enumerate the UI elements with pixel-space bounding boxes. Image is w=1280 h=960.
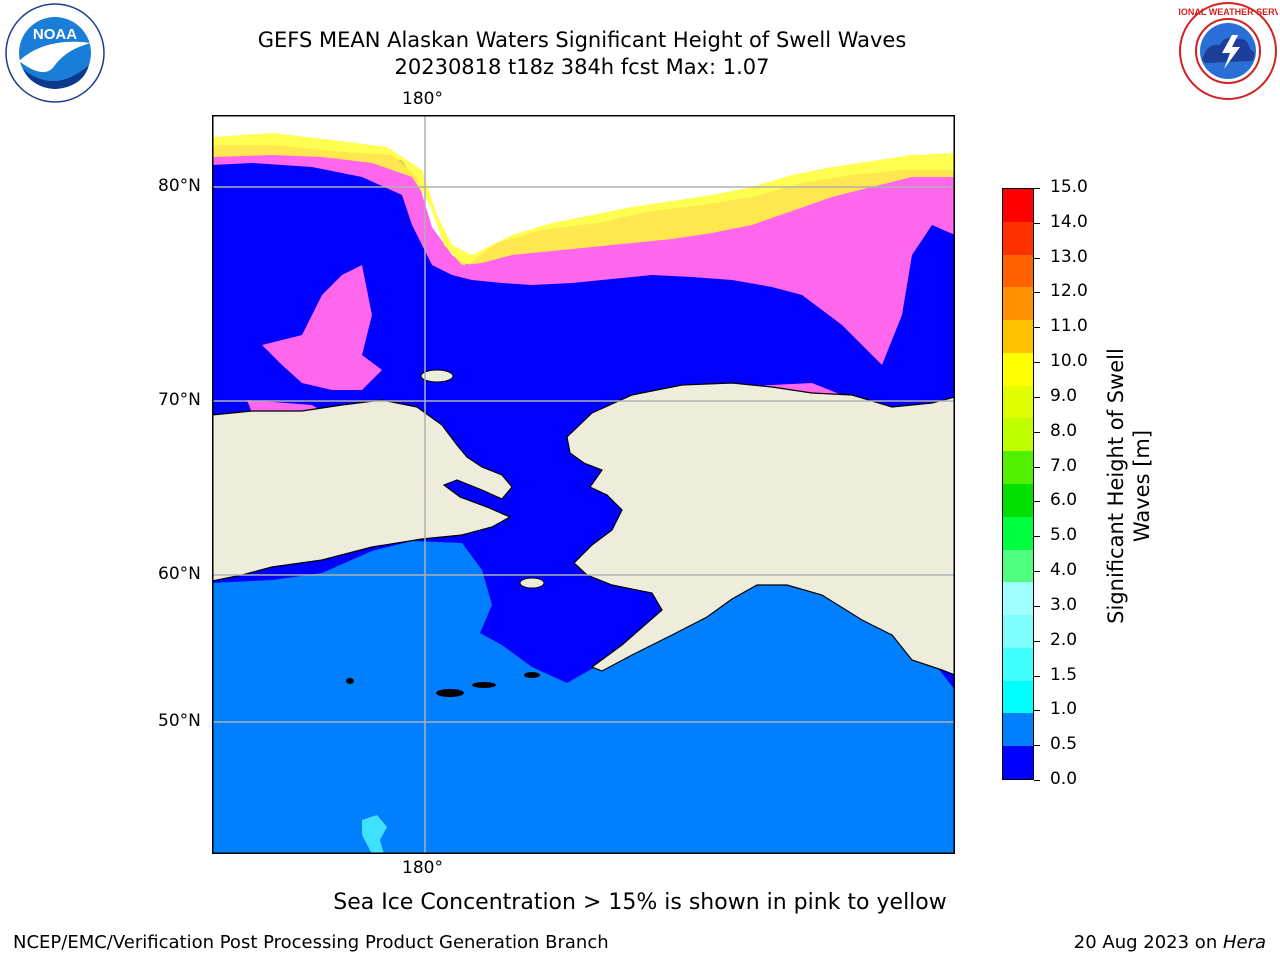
swell-cyan-patch bbox=[362, 815, 387, 854]
colorbar-segment bbox=[1003, 221, 1033, 255]
colorbar-tick-mark bbox=[1034, 780, 1040, 781]
colorbar-tick-label: 7.0 bbox=[1050, 455, 1078, 476]
footer-date: 20 Aug 2023 on Hera bbox=[1074, 932, 1266, 953]
colorbar-tick-mark bbox=[1034, 675, 1040, 677]
land-st-lawrence-island bbox=[519, 577, 545, 589]
colorbar-segment bbox=[1003, 385, 1033, 419]
colorbar-tick-mark bbox=[1034, 327, 1040, 329]
map-border bbox=[212, 115, 955, 854]
lat-label-70: 70°N bbox=[158, 390, 201, 410]
colorbar-segment bbox=[1003, 582, 1033, 616]
map-canvas bbox=[211, 115, 956, 854]
colorbar-tick-mark bbox=[1034, 745, 1040, 747]
colorbar-tick-label: 11.0 bbox=[1050, 316, 1088, 337]
lon-label-bottom: 180° bbox=[402, 858, 443, 878]
colorbar-tick-label: 14.0 bbox=[1050, 211, 1088, 232]
colorbar-tick-mark bbox=[1034, 501, 1040, 503]
colorbar-tick-label: 8.0 bbox=[1050, 420, 1078, 441]
land-aleutian-1 bbox=[346, 678, 354, 684]
colorbar-segment bbox=[1003, 352, 1033, 386]
colorbar-segment bbox=[1003, 516, 1033, 550]
land-wrangel-island bbox=[420, 369, 454, 383]
colorbar-tick-mark bbox=[1034, 536, 1040, 538]
land-aleutian-3 bbox=[472, 682, 496, 688]
footer-system: Hera bbox=[1222, 932, 1266, 953]
colorbar-tick-label: 4.0 bbox=[1050, 560, 1078, 581]
land-alaska bbox=[566, 382, 956, 676]
colorbar-tick-label: 10.0 bbox=[1050, 351, 1088, 372]
ocean-swell-mid bbox=[212, 541, 955, 854]
colorbar bbox=[1002, 188, 1034, 780]
land-siberia bbox=[211, 399, 513, 582]
noaa-logo-text: NOAA bbox=[33, 26, 77, 43]
colorbar-tick-mark bbox=[1034, 710, 1040, 712]
chart-subtitle: 20230818 t18z 384h fcst Max: 1.07 bbox=[394, 55, 770, 79]
lat-label-50: 50°N bbox=[158, 711, 201, 731]
colorbar-tick-label: 5.0 bbox=[1050, 525, 1078, 546]
colorbar-title-line2: Waves [m] bbox=[1130, 429, 1154, 543]
colorbar-tick-mark bbox=[1034, 257, 1040, 259]
lat-label-80: 80°N bbox=[158, 176, 201, 196]
colorbar-tick-label: 0.0 bbox=[1050, 769, 1078, 789]
colorbar-tick-mark bbox=[1034, 431, 1040, 433]
colorbar-segment bbox=[1003, 615, 1033, 648]
land-aleutian-4 bbox=[524, 672, 540, 678]
colorbar-tick-label: 3.0 bbox=[1050, 594, 1078, 615]
colorbar-tick-label: 13.0 bbox=[1050, 246, 1088, 267]
colorbar-tick-mark bbox=[1034, 466, 1040, 468]
chart-title: GEFS MEAN Alaskan Waters Significant Hei… bbox=[257, 28, 907, 52]
colorbar-segment bbox=[1003, 549, 1033, 583]
colorbar-segment bbox=[1003, 746, 1033, 779]
colorbar-segment bbox=[1003, 483, 1033, 517]
colorbar-tick-mark bbox=[1034, 222, 1040, 224]
colorbar-tick-mark bbox=[1034, 605, 1040, 607]
colorbar-segment bbox=[1003, 320, 1033, 353]
colorbar-segment bbox=[1003, 451, 1033, 484]
colorbar-tick-mark bbox=[1034, 188, 1040, 189]
footer-date-text: 20 Aug 2023 on bbox=[1073, 932, 1223, 953]
colorbar-tick-label: 1.5 bbox=[1050, 664, 1078, 685]
colorbar-tick-mark bbox=[1034, 571, 1040, 573]
no-data-area bbox=[212, 115, 955, 265]
colorbar-segment bbox=[1003, 713, 1033, 747]
lat-label-60: 60°N bbox=[158, 564, 201, 584]
colorbar-tick-mark bbox=[1034, 396, 1040, 398]
colorbar-tick-mark bbox=[1034, 292, 1040, 294]
land-aleutian-2 bbox=[436, 689, 464, 697]
graticule bbox=[212, 115, 955, 854]
noaa-logo: NOAA bbox=[5, 3, 105, 103]
colorbar-tick-label: 15.0 bbox=[1050, 177, 1088, 197]
sea-ice-pink-west bbox=[262, 265, 382, 390]
sea-ice-note: Sea Ice Concentration > 15% is shown in … bbox=[333, 890, 947, 915]
svg-text:NATIONAL WEATHER SERVICE: NATIONAL WEATHER SERVICE bbox=[1178, 7, 1278, 17]
colorbar-tick-label: 9.0 bbox=[1050, 385, 1078, 406]
colorbar-tick-label: 1.0 bbox=[1050, 699, 1078, 720]
sea-ice-yellow bbox=[212, 133, 955, 265]
colorbar-ticks: 15.0 14.0 13.0 12.0 11.0 10.0 9.0 8.0 7.0 6.0 5.0 4… bbox=[1034, 177, 1114, 789]
colorbar-tick-mark bbox=[1034, 362, 1040, 364]
colorbar-segment bbox=[1003, 680, 1033, 714]
colorbar-tick-label: 6.0 bbox=[1050, 490, 1078, 511]
lon-label-top: 180° bbox=[402, 89, 443, 109]
colorbar-tick-label: 2.0 bbox=[1050, 629, 1078, 650]
colorbar-tick-label: 0.5 bbox=[1050, 734, 1078, 755]
colorbar-segment bbox=[1003, 287, 1033, 321]
colorbar-tick-label: 12.0 bbox=[1050, 281, 1088, 302]
footer-branch: NCEP/EMC/Verification Post Processing Pr… bbox=[13, 932, 609, 953]
colorbar-title-line1: Significant Height of Swell bbox=[1104, 348, 1128, 624]
colorbar-segment bbox=[1003, 418, 1033, 452]
map-panel bbox=[211, 115, 956, 854]
colorbar-tick-mark bbox=[1034, 640, 1040, 642]
colorbar-segment bbox=[1003, 188, 1033, 222]
nws-logo: NATIONAL WEATHER SERVICE bbox=[1161, 1, 1280, 101]
colorbar-segment bbox=[1003, 254, 1033, 288]
colorbar-segment bbox=[1003, 647, 1033, 681]
